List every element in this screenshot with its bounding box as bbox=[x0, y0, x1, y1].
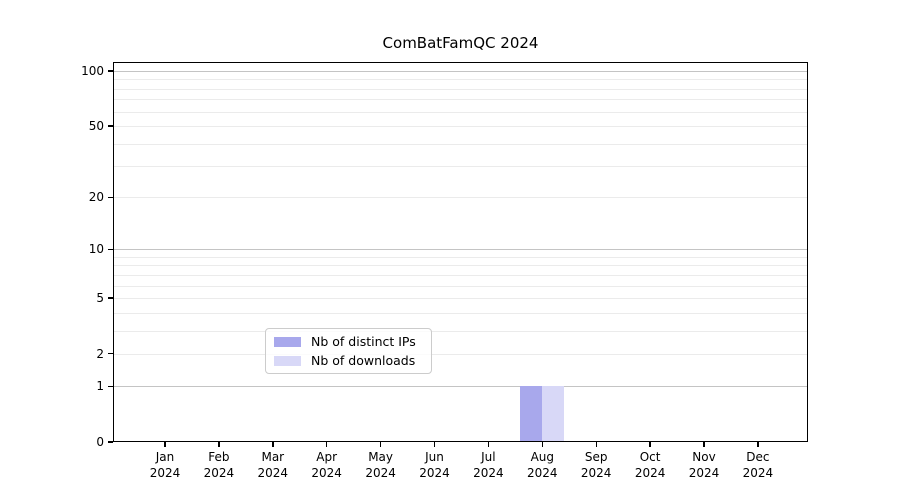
x-tick-year: 2024 bbox=[365, 466, 396, 480]
gridline-major bbox=[113, 71, 808, 72]
y-axis-tick-label: 50 bbox=[88, 118, 104, 133]
x-tick-year: 2024 bbox=[634, 466, 666, 480]
x-axis-tick-label: Mar 2024 bbox=[243, 449, 303, 481]
y-tick-mark bbox=[108, 248, 113, 250]
bar-nb-of-downloads bbox=[542, 386, 565, 442]
x-tick-month: Aug bbox=[530, 450, 555, 464]
x-tick-year: 2024 bbox=[473, 466, 504, 480]
x-axis-tick-label: Aug 2024 bbox=[512, 449, 572, 481]
gridline-minor bbox=[113, 330, 808, 332]
x-axis-tick-label: Feb 2024 bbox=[189, 449, 249, 481]
y-axis-tick-label: 1 bbox=[96, 379, 104, 394]
x-axis-tick-label: Apr 2024 bbox=[297, 449, 357, 481]
x-tick-year: 2024 bbox=[311, 466, 342, 480]
gridline-major bbox=[113, 249, 808, 251]
x-axis-tick-label: May 2024 bbox=[351, 449, 411, 481]
x-tick-month: Feb bbox=[208, 450, 230, 464]
y-axis-tick-label: 5 bbox=[96, 291, 104, 305]
x-tick-month: Sep bbox=[584, 450, 608, 464]
y-tick-mark bbox=[108, 196, 113, 198]
x-tick-year: 2024 bbox=[580, 466, 612, 480]
x-tick-year: 2024 bbox=[419, 466, 450, 480]
gridline-minor bbox=[113, 274, 808, 276]
plot-area bbox=[113, 62, 808, 442]
x-tick-mark bbox=[218, 442, 220, 447]
gridline-minor bbox=[113, 197, 808, 199]
gridline-minor bbox=[113, 99, 808, 101]
x-tick-mark bbox=[595, 442, 597, 447]
y-axis-tick-label: 10 bbox=[88, 242, 104, 257]
y-tick-mark bbox=[108, 441, 113, 443]
x-axis-tick-label: Sep 2024 bbox=[566, 449, 626, 481]
y-tick-mark bbox=[108, 297, 113, 299]
gridline-minor bbox=[113, 312, 808, 314]
x-tick-month: Jan bbox=[155, 450, 175, 464]
x-tick-mark bbox=[703, 442, 705, 447]
gridline-minor bbox=[113, 298, 808, 299]
x-tick-month: Oct bbox=[639, 450, 661, 464]
y-tick-mark bbox=[108, 70, 113, 72]
x-tick-year: 2024 bbox=[203, 466, 235, 480]
gridline-minor bbox=[113, 285, 808, 287]
gridline-minor bbox=[113, 79, 808, 81]
y-tick-mark bbox=[108, 352, 113, 355]
x-tick-year: 2024 bbox=[688, 466, 720, 480]
x-tick-month: Jun bbox=[425, 450, 444, 464]
x-tick-year: 2024 bbox=[742, 466, 774, 480]
x-axis-tick-label: Jan 2024 bbox=[135, 449, 195, 481]
legend: Nb of distinct IPs Nb of downloads bbox=[265, 328, 432, 374]
x-axis-tick-label: Jul 2024 bbox=[458, 449, 518, 481]
x-tick-mark bbox=[164, 442, 166, 447]
gridline-major bbox=[113, 386, 808, 388]
x-tick-year: 2024 bbox=[149, 466, 181, 480]
x-tick-mark bbox=[649, 442, 651, 447]
x-axis-tick-label: Jun 2024 bbox=[405, 449, 465, 481]
x-tick-mark bbox=[325, 442, 328, 447]
y-axis-tick-label: 2 bbox=[96, 346, 104, 361]
x-tick-mark bbox=[757, 442, 759, 447]
y-tick-mark bbox=[108, 125, 113, 127]
gridline-minor bbox=[113, 111, 808, 113]
y-axis-tick-label: 100 bbox=[81, 64, 104, 78]
gridline-minor bbox=[113, 166, 808, 167]
x-axis-tick-label: Nov 2024 bbox=[674, 449, 734, 481]
legend-item-distinct-ips: Nb of distinct IPs bbox=[274, 333, 423, 350]
x-tick-mark bbox=[379, 442, 382, 447]
gridline-minor bbox=[113, 88, 808, 90]
legend-label-downloads: Nb of downloads bbox=[311, 353, 416, 368]
y-axis-tick-label: 20 bbox=[88, 190, 104, 205]
gridline-minor bbox=[113, 353, 808, 355]
legend-swatch-downloads bbox=[274, 355, 301, 366]
x-tick-month: Mar bbox=[261, 450, 285, 464]
y-axis-tick-label: 0 bbox=[96, 435, 104, 449]
x-tick-month: Jul bbox=[481, 450, 496, 464]
x-tick-mark bbox=[272, 442, 274, 447]
x-tick-mark bbox=[541, 442, 543, 447]
x-tick-mark bbox=[433, 442, 436, 447]
x-tick-month: Dec bbox=[746, 450, 770, 464]
chart-title: ComBatFamQC 2024 bbox=[382, 34, 539, 52]
x-tick-year: 2024 bbox=[257, 466, 289, 480]
x-tick-year: 2024 bbox=[527, 466, 558, 480]
gridline-minor bbox=[113, 125, 808, 127]
x-tick-month: Nov bbox=[692, 450, 716, 464]
legend-label-distinct-ips: Nb of distinct IPs bbox=[311, 334, 416, 349]
legend-swatch-distinct-ips bbox=[274, 336, 301, 347]
x-axis-tick-label: Oct 2024 bbox=[620, 449, 680, 481]
x-tick-month: May bbox=[368, 450, 393, 464]
x-axis-tick-label: Dec 2024 bbox=[728, 449, 788, 481]
legend-item-downloads: Nb of downloads bbox=[274, 352, 423, 369]
gridline-minor bbox=[113, 265, 808, 267]
gridline-minor bbox=[113, 256, 808, 258]
y-tick-mark bbox=[108, 385, 113, 387]
bar-nb-of-distinct-ips bbox=[520, 386, 543, 442]
x-tick-month: Apr bbox=[316, 450, 338, 464]
gridline-minor bbox=[113, 143, 808, 145]
x-tick-mark bbox=[487, 442, 490, 447]
